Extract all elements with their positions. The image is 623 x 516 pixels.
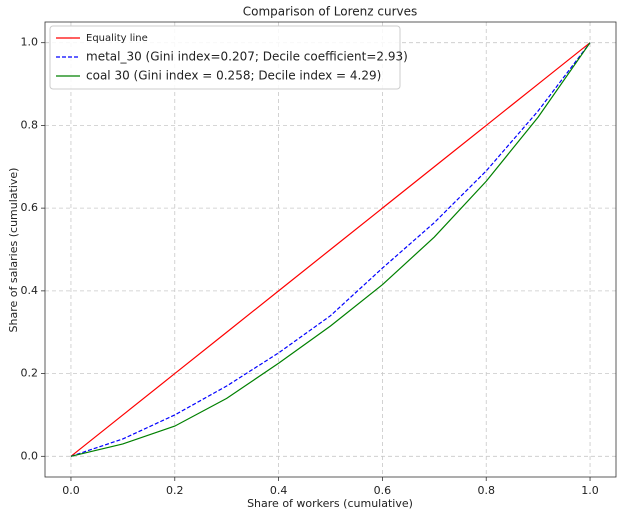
x-tick-label: 1.0 — [581, 484, 599, 497]
legend-label: coal 30 (Gini index = 0.258; Decile inde… — [86, 69, 381, 83]
x-tick-label: 0.6 — [374, 484, 392, 497]
y-tick-label: 0.2 — [21, 367, 39, 380]
y-tick-label: 0.6 — [21, 201, 39, 214]
legend-box — [49, 25, 401, 90]
x-tick-label: 0.4 — [270, 484, 288, 497]
series-line — [70, 42, 591, 457]
y-axis-label: Share of salaries (cumulative) — [7, 168, 20, 333]
x-tick-label: 0.0 — [62, 484, 80, 497]
y-tick-label: 0.0 — [21, 449, 39, 462]
y-tick-label: 0.4 — [21, 284, 39, 297]
plot-frame — [44, 21, 617, 478]
x-tick-label: 0.8 — [477, 484, 495, 497]
legend-label: Equality line — [86, 33, 148, 44]
chart-title: Comparison of Lorenz curves — [243, 5, 418, 19]
y-tick-label: 0.8 — [21, 118, 39, 131]
series-line — [70, 42, 591, 457]
legend-label: metal_30 (Gini index=0.207; Decile coeff… — [86, 50, 408, 64]
y-tick-label: 1.0 — [21, 36, 39, 49]
x-axis-label: Share of workers (cumulative) — [247, 497, 413, 510]
series-line — [70, 42, 591, 457]
x-tick-label: 0.2 — [166, 484, 184, 497]
